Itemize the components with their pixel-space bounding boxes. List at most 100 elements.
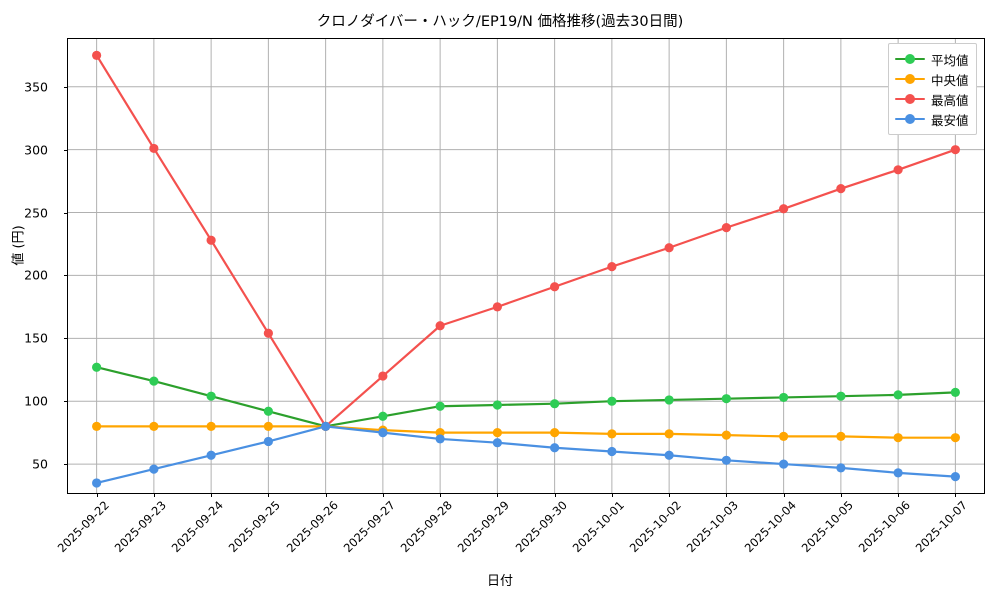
data-point-marker xyxy=(721,394,731,404)
x-tick-mark xyxy=(783,493,785,497)
x-tick-mark xyxy=(325,493,327,497)
legend-swatch-icon xyxy=(895,72,925,86)
data-point-marker xyxy=(550,399,560,409)
data-point-marker xyxy=(492,400,502,410)
x-tick-label: 2025-10-03 xyxy=(684,498,742,556)
x-tick-label: 2025-10-02 xyxy=(626,498,685,556)
data-point-marker xyxy=(92,50,102,60)
data-point-marker xyxy=(435,428,445,438)
data-point-marker xyxy=(664,395,674,405)
y-tick-label: 250 xyxy=(24,205,48,221)
x-tick-mark xyxy=(382,493,384,497)
x-tick-label: 2025-09-26 xyxy=(283,498,341,556)
data-point-marker xyxy=(435,401,445,411)
data-point-marker xyxy=(149,143,159,154)
legend-item-1[interactable]: 中央値 xyxy=(895,69,969,89)
data-point-marker xyxy=(550,282,560,292)
y-tick-mark xyxy=(64,275,68,277)
x-tick-mark xyxy=(153,493,155,497)
x-tick-label: 2025-09-25 xyxy=(226,498,284,556)
x-tick-mark xyxy=(211,493,213,497)
data-point-marker xyxy=(550,443,560,453)
data-point-marker xyxy=(950,387,960,397)
legend-item-0[interactable]: 平均値 xyxy=(895,49,969,69)
series-line-1 xyxy=(95,425,957,439)
x-tick-label: 2025-09-23 xyxy=(111,498,169,556)
y-tick-mark xyxy=(64,401,68,403)
data-point-marker xyxy=(206,391,216,401)
data-point-marker xyxy=(206,235,216,245)
x-tick-label: 2025-10-05 xyxy=(798,498,856,556)
data-point-marker xyxy=(607,262,617,272)
data-point-marker xyxy=(149,464,159,474)
legend-item-2[interactable]: 最高値 xyxy=(895,89,969,109)
y-tick-mark xyxy=(64,338,68,340)
y-tick-label: 200 xyxy=(24,267,48,283)
data-point-marker xyxy=(492,302,502,312)
legend-item-3[interactable]: 最安値 xyxy=(895,109,969,129)
data-point-marker xyxy=(721,455,731,465)
x-tick-mark xyxy=(268,493,270,497)
data-point-marker xyxy=(950,145,960,155)
data-point-marker xyxy=(836,184,846,194)
legend-label: 中央値 xyxy=(931,72,969,88)
y-tick-mark xyxy=(64,86,68,88)
x-tick-label: 2025-09-22 xyxy=(54,498,112,556)
data-point-marker xyxy=(92,478,102,488)
x-tick-mark xyxy=(96,493,98,497)
y-tick-label: 50 xyxy=(32,456,48,472)
chart-legend: 平均値中央値 最高値最安値 xyxy=(888,43,977,135)
x-tick-label: 2025-10-07 xyxy=(913,498,971,556)
data-point-marker xyxy=(664,450,674,460)
x-tick-mark xyxy=(554,493,556,497)
data-point-marker xyxy=(836,431,846,442)
x-axis-title: 日付 xyxy=(486,574,513,589)
data-point-marker xyxy=(779,431,789,442)
data-point-marker xyxy=(149,376,159,386)
legend-swatch-icon xyxy=(895,92,925,106)
series-line-3 xyxy=(95,425,957,485)
data-point-marker xyxy=(435,434,445,444)
y-tick-label: 350 xyxy=(24,79,48,95)
y-tick-mark xyxy=(64,149,68,151)
x-tick-label: 2025-09-27 xyxy=(340,498,398,556)
x-tick-label: 2025-09-28 xyxy=(397,498,456,556)
data-point-marker xyxy=(378,371,388,381)
data-point-marker xyxy=(263,421,273,431)
data-point-marker xyxy=(550,428,560,438)
y-tick-mark xyxy=(64,212,68,214)
data-point-marker xyxy=(321,421,331,431)
data-point-marker xyxy=(893,468,903,478)
x-tick-mark xyxy=(669,493,671,497)
data-point-marker xyxy=(893,165,903,175)
series-line-2 xyxy=(95,54,957,428)
data-point-marker xyxy=(435,321,445,331)
y-tick-label: 300 xyxy=(24,142,48,158)
data-point-marker xyxy=(779,459,789,469)
plot-svg xyxy=(68,39,984,493)
x-tick-label: 2025-10-06 xyxy=(855,498,914,556)
data-point-marker xyxy=(92,421,102,431)
x-tick-mark xyxy=(440,493,442,497)
x-tick-mark xyxy=(726,493,728,497)
x-tick-label: 2025-10-01 xyxy=(569,498,627,556)
x-tick-mark xyxy=(898,493,900,497)
x-tick-mark xyxy=(611,493,613,497)
data-point-marker xyxy=(664,429,674,439)
x-axis-tick-labels: 2025-09-22 2025-09-23 2025-09-24 2025-09-25… xyxy=(0,494,1000,574)
data-point-marker xyxy=(206,421,216,431)
data-point-marker xyxy=(263,406,273,416)
data-point-marker xyxy=(607,429,617,439)
data-point-marker xyxy=(263,328,273,338)
series-lines xyxy=(92,50,960,488)
data-point-marker xyxy=(779,204,789,214)
legend-label: 最安値 xyxy=(931,112,969,128)
data-point-marker xyxy=(893,390,903,400)
data-point-marker xyxy=(607,396,617,406)
x-tick-mark xyxy=(497,493,499,497)
y-axis-tick-labels: 50 100 150 200 250 300 350 xyxy=(0,38,60,494)
data-point-marker xyxy=(950,433,960,443)
legend-swatch-icon xyxy=(895,52,925,66)
data-point-marker xyxy=(664,243,674,253)
